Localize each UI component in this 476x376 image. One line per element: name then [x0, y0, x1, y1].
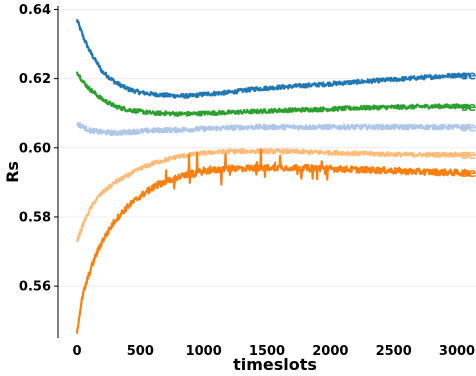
series-line [75, 148, 471, 243]
x-ticks: 0 500 1000 1500 2000 2500 3000 [72, 344, 475, 359]
y-tick-label: 0.60 [19, 141, 51, 156]
series-label: se [461, 121, 476, 135]
series-label: se [461, 148, 476, 162]
y-axis-label: Rs [3, 161, 22, 183]
x-axis-label: timeslots [233, 355, 317, 374]
series-line [75, 148, 471, 334]
series-label: se [461, 166, 476, 180]
y-ticks: 0.56 0.58 0.60 0.62 0.64 [19, 3, 58, 295]
x-tick-label: 1500 [249, 344, 285, 359]
grid-lines [58, 8, 476, 287]
series-line [76, 121, 471, 137]
y-tick-label: 0.64 [19, 3, 51, 18]
series-lines [75, 19, 471, 334]
x-tick-label: 2500 [376, 344, 412, 359]
x-tick-label: 2000 [312, 344, 348, 359]
series-label: se [461, 100, 476, 114]
x-tick-label: 500 [127, 344, 154, 359]
x-tick-label: 3000 [439, 344, 475, 359]
series-line [75, 19, 471, 99]
x-tick-label: 1000 [186, 344, 222, 359]
series-label: se [461, 69, 476, 83]
y-tick-label: 0.62 [19, 72, 51, 87]
series-labels: se se se se se [461, 69, 476, 181]
y-tick-label: 0.58 [19, 210, 51, 225]
x-tick-label: 0 [72, 344, 81, 359]
series-line [75, 71, 471, 117]
y-tick-label: 0.56 [19, 280, 51, 295]
